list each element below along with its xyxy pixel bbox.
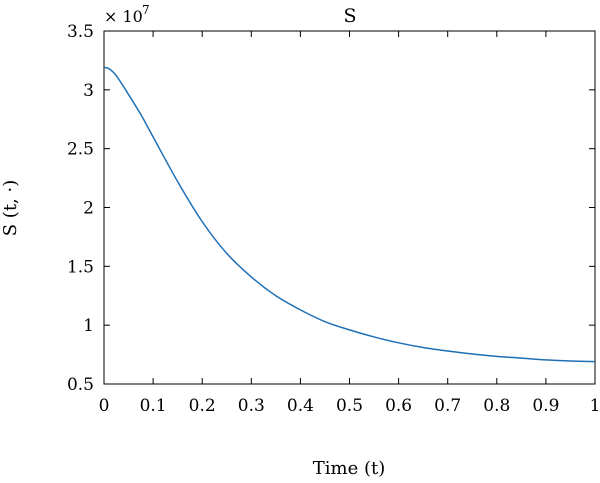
x-tick-label: 0.4	[287, 396, 314, 416]
x-tick-label: 0.7	[434, 396, 461, 416]
x-axis-label: Time (t)	[313, 458, 385, 479]
x-axis: 0 0.1 0.2 0.3 0.4 0.5 0.6 0.7 0.8 0.9 1	[99, 31, 600, 416]
y-tick-label: 1	[83, 316, 94, 336]
y-tick-label: 3	[83, 81, 94, 101]
y-tick-label: 1.5	[67, 257, 94, 277]
y-axis-label: S (t, ·)	[0, 180, 21, 237]
x-tick-label: 0.6	[385, 396, 412, 416]
chart-title: S	[343, 5, 356, 27]
y-axis: 0.5 1 1.5 2 2.5 3 3.5	[67, 22, 595, 395]
x-tick-label: 0.8	[483, 396, 510, 416]
y-tick-label: 3.5	[67, 22, 94, 42]
y-tick-label: 2	[83, 199, 94, 219]
series-line	[103, 66, 596, 363]
plot-frame	[103, 30, 596, 385]
x-tick-label: 1	[590, 396, 600, 416]
plot-area-border	[103, 30, 596, 385]
y-multiplier: × 10	[104, 7, 143, 26]
series-group	[103, 66, 596, 363]
y-tick-label: 2.5	[67, 140, 94, 160]
x-tick-label: 0.2	[189, 396, 216, 416]
x-tick-label: 0.9	[532, 396, 559, 416]
y-multiplier-exponent: 7	[142, 3, 150, 17]
x-tick-label: 0.3	[238, 396, 265, 416]
y-tick-label: 0.5	[67, 375, 94, 395]
x-tick-label: 0	[99, 396, 110, 416]
x-tick-label: 0.5	[336, 396, 363, 416]
x-tick-label: 0.1	[140, 396, 167, 416]
